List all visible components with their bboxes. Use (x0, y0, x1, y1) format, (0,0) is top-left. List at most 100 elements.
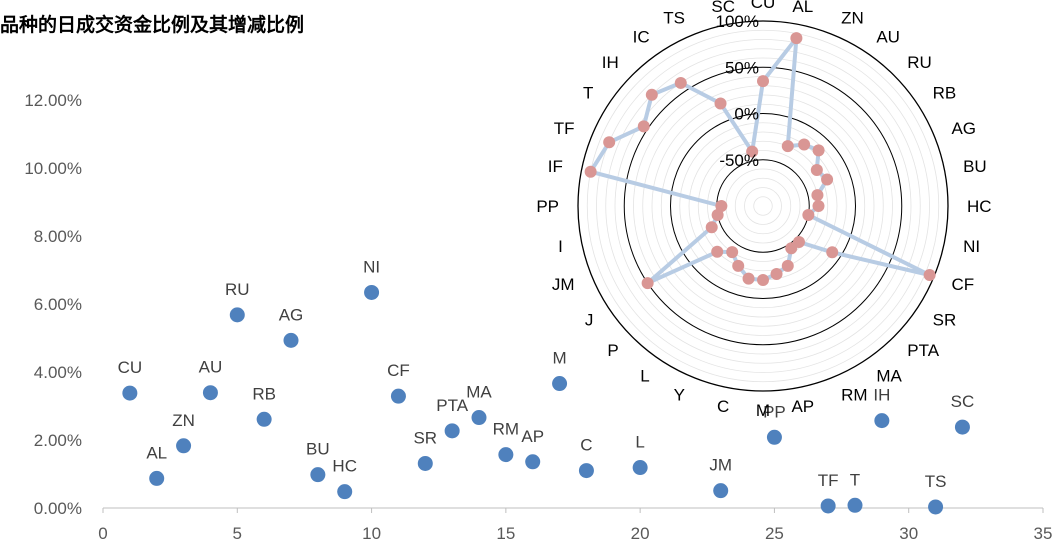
radar-category-label: I (558, 237, 563, 256)
x-tick-label: 20 (631, 524, 650, 543)
y-tick-label: 10.00% (24, 159, 82, 178)
point-label: T (850, 470, 860, 489)
radar-point (810, 164, 823, 177)
radar-point (781, 259, 794, 272)
radar-category-label: TS (663, 9, 685, 28)
radar-ring-label: 0% (734, 105, 759, 124)
radar-category-label: AL (792, 0, 813, 16)
radar-point (790, 32, 803, 45)
scatter-point (954, 419, 970, 435)
radar-point (714, 97, 727, 110)
scatter-point (820, 498, 836, 514)
radar-point (637, 120, 650, 133)
radar-point (641, 277, 654, 290)
point-label: SR (413, 428, 437, 447)
x-tick-label: 25 (765, 524, 784, 543)
point-label: RB (252, 384, 276, 403)
radar-point (798, 138, 811, 151)
radar-point (770, 268, 783, 281)
point-label: IH (873, 386, 890, 405)
point-label: AU (199, 358, 223, 377)
scatter-point (874, 413, 890, 429)
radar-point (705, 221, 718, 234)
point-label: AG (279, 305, 304, 324)
radar-minor-ring (596, 39, 930, 373)
radar-point (715, 200, 728, 212)
radar-major-ring (623, 66, 903, 346)
radar-point (674, 76, 687, 89)
radar-category-label: RM (841, 385, 867, 404)
radar-category-label: AP (791, 397, 814, 416)
scatter-point (525, 454, 541, 470)
x-tick-label: 10 (362, 524, 381, 543)
scatter-point (229, 307, 245, 323)
radar-outer-ring (577, 20, 949, 392)
scatter-point (766, 429, 782, 445)
radar-category-label: NI (963, 237, 980, 256)
point-label: RM (493, 420, 519, 439)
radar-category-label: M (756, 401, 770, 420)
radar-category-label: IC (633, 27, 650, 46)
radar-minor-ring (744, 187, 782, 225)
scatter-point (444, 423, 460, 439)
point-label: PTA (436, 396, 468, 415)
scatter-point (578, 463, 594, 479)
radar-point (923, 269, 936, 282)
point-label: BU (306, 440, 330, 459)
point-label: CF (387, 361, 410, 380)
radar-point (757, 75, 769, 88)
point-label: MA (466, 383, 492, 402)
radar-point (584, 165, 597, 178)
scatter-point (176, 438, 192, 454)
radar-category-label: PTA (907, 341, 939, 360)
point-label: RU (225, 280, 250, 299)
radar-point (811, 189, 824, 202)
point-label: NI (363, 257, 380, 276)
point-label: C (580, 436, 592, 455)
radar-minor-ring (605, 48, 921, 364)
radar-category-label: BU (963, 157, 987, 176)
scatter-point (417, 455, 433, 471)
radar-category-label: AG (951, 119, 976, 138)
radar-minor-ring (734, 177, 792, 235)
scatter-point (847, 497, 863, 513)
scatter-point (713, 483, 729, 499)
x-tick-label: 0 (98, 524, 107, 543)
radar-point (812, 144, 825, 157)
radar-category-label: C (717, 397, 729, 416)
radar-category-label: CF (951, 275, 974, 294)
scatter-point (390, 388, 406, 404)
radar-category-label: AU (876, 27, 900, 46)
radar-point (726, 246, 739, 259)
y-tick-label: 12.00% (24, 91, 82, 110)
y-tick-label: 6.00% (34, 295, 82, 314)
point-label: AP (521, 427, 544, 446)
point-label: CU (118, 358, 143, 377)
radar-chart: 100%50%0%-50%CU ALZNAURURBAGBUHCNICFSRPTA… (536, 0, 991, 420)
point-label: JM (709, 456, 732, 475)
radar-category-label: JM (552, 275, 575, 294)
scatter-point (256, 411, 272, 427)
point-label: AL (146, 443, 167, 462)
radar-category-label: HC (967, 197, 992, 216)
y-tick-label: 4.00% (34, 363, 82, 382)
radar-minor-ring (753, 196, 773, 216)
radar-point (711, 209, 724, 222)
scatter-point (337, 484, 353, 500)
radar-major-ring (670, 113, 856, 299)
point-label: ZN (172, 411, 195, 430)
radar-category-label: T (583, 84, 593, 103)
radar-point (603, 136, 616, 149)
radar-point (711, 245, 724, 258)
radar-category-label: PP (536, 197, 559, 216)
x-tick-label: 15 (496, 524, 515, 543)
radar-ring-label: 50% (725, 58, 759, 77)
point-label: L (635, 433, 644, 452)
y-tick-label: 8.00% (34, 227, 82, 246)
scatter-point (471, 410, 487, 426)
radar-minor-ring (614, 57, 912, 355)
scatter-point (928, 499, 944, 515)
point-label: M (552, 349, 566, 368)
radar-point (802, 209, 815, 222)
